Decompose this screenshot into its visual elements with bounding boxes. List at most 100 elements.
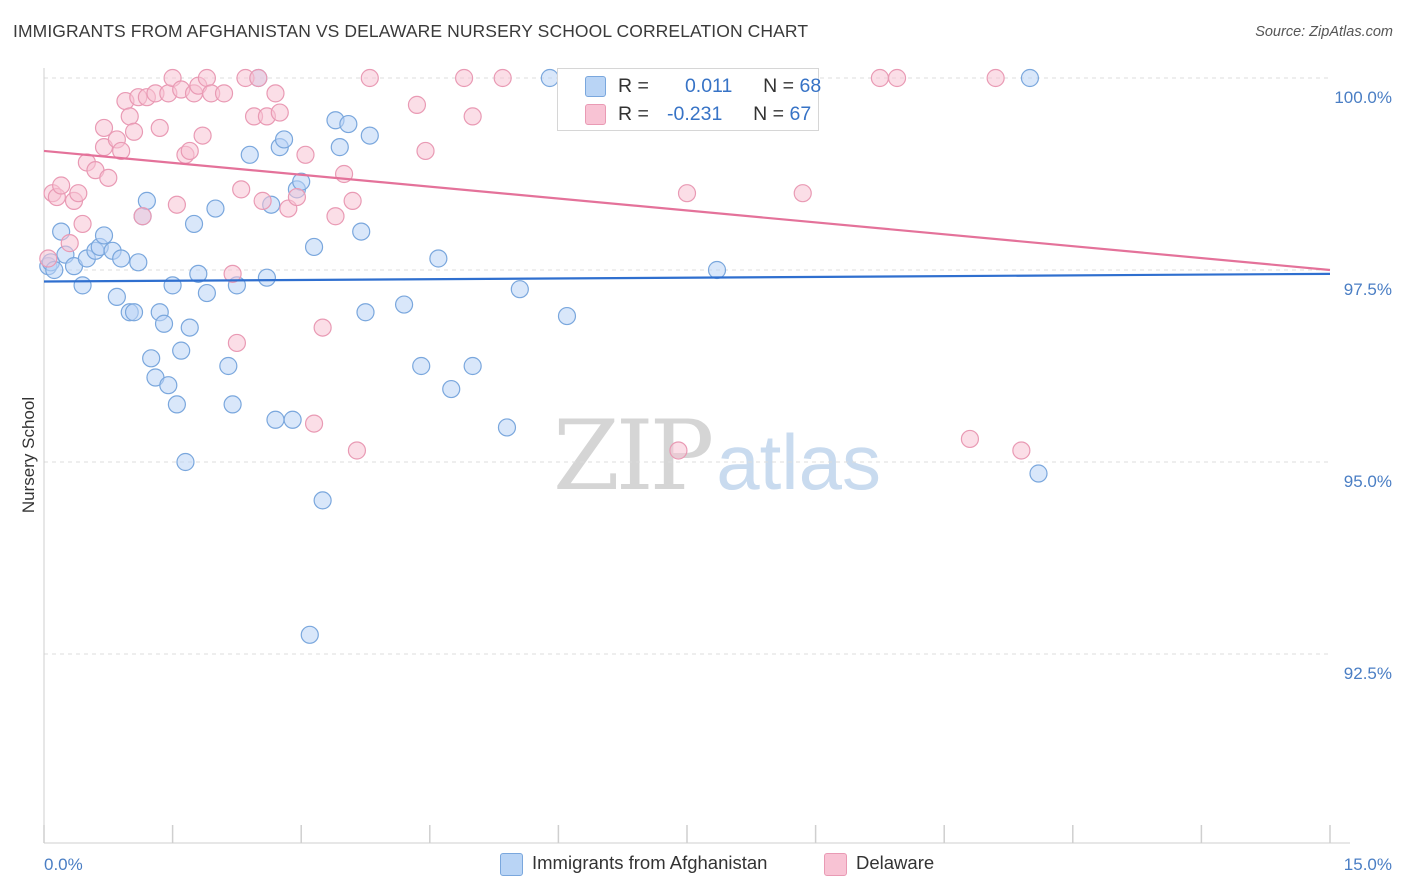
y-tick-label: 92.5% <box>1344 664 1392 683</box>
data-point <box>154 314 174 333</box>
data-point <box>669 441 688 460</box>
series-afghanistan <box>39 68 1048 644</box>
bottom-legend-label: Immigrants from Afghanistan <box>532 852 768 873</box>
chart-source: Source: ZipAtlas.com <box>1255 24 1393 40</box>
chart-title: IMMIGRANTS FROM AFGHANISTAN VS DELAWARE … <box>13 21 809 41</box>
data-point <box>463 356 482 376</box>
bottom-legend-swatch-pink <box>824 853 847 876</box>
legend-swatch-blue <box>585 76 606 97</box>
legend-r-value: -0.231 <box>667 103 723 125</box>
data-point <box>197 68 216 88</box>
data-point <box>167 195 186 214</box>
data-point <box>52 176 71 195</box>
axes <box>43 68 1350 844</box>
data-point <box>124 122 144 141</box>
data-point <box>150 118 169 138</box>
tick-labels: 92.5% 95.0% 97.5% 100.0% 0.0% 15.0% <box>44 88 1392 874</box>
data-point <box>339 114 358 134</box>
data-point <box>296 145 315 164</box>
data-point <box>412 356 431 376</box>
data-point <box>133 207 152 226</box>
data-point <box>99 168 118 187</box>
data-point <box>227 333 246 353</box>
data-point <box>112 141 131 161</box>
data-point <box>69 184 88 203</box>
data-point <box>184 214 204 234</box>
data-point <box>223 264 242 283</box>
data-point <box>112 249 131 268</box>
data-point <box>283 410 302 429</box>
bottom-legend-label: Delaware <box>856 852 935 873</box>
trend-line <box>43 149 1331 272</box>
data-point <box>960 429 980 449</box>
data-point <box>219 356 238 376</box>
data-point <box>497 418 517 437</box>
data-point <box>73 214 92 234</box>
data-point <box>347 441 367 460</box>
data-point <box>206 199 225 218</box>
data-point <box>360 68 379 88</box>
data-point <box>124 303 144 322</box>
data-point <box>107 287 126 306</box>
data-point <box>454 68 474 88</box>
legend-swatch-pink <box>585 104 606 125</box>
data-point <box>253 191 272 210</box>
data-point <box>193 126 212 145</box>
data-point <box>159 376 178 395</box>
data-point <box>510 280 529 299</box>
data-point <box>677 184 697 203</box>
data-point <box>39 249 58 268</box>
series-delaware <box>39 68 1031 460</box>
data-point <box>300 625 319 644</box>
data-point <box>214 84 234 103</box>
legend-n-label: N = <box>753 103 785 125</box>
data-point <box>1012 441 1031 460</box>
data-point <box>172 341 191 360</box>
data-point <box>394 295 414 314</box>
data-point <box>270 103 289 122</box>
legend-r-label: R = <box>618 75 649 97</box>
data-point <box>240 145 259 164</box>
x-tick-label: 0.0% <box>44 855 83 874</box>
data-point <box>442 379 461 399</box>
data-point <box>313 318 332 337</box>
data-point <box>416 141 435 161</box>
data-point <box>176 452 195 472</box>
data-point <box>493 68 512 88</box>
data-point <box>180 141 199 161</box>
x-tick-label: 15.0% <box>1344 855 1392 874</box>
correlation-legend: R = 0.011 N = 68 R = -0.231 N = 67 <box>557 68 821 131</box>
legend-r-label: R = <box>618 103 649 125</box>
data-point <box>1029 464 1048 483</box>
data-point <box>540 68 559 88</box>
data-point <box>137 191 156 210</box>
watermark-zip: ZIP <box>553 400 714 512</box>
data-point <box>287 187 307 207</box>
data-point <box>356 303 375 322</box>
data-point <box>793 184 812 203</box>
legend-n-label: N = <box>763 75 795 97</box>
data-point <box>304 237 324 257</box>
data-point <box>167 395 186 414</box>
data-point <box>120 107 139 126</box>
data-point <box>1020 68 1040 88</box>
data-point <box>232 180 251 199</box>
data-point <box>429 249 448 268</box>
trend-line <box>43 272 1331 283</box>
data-point <box>352 222 371 241</box>
data-point <box>180 318 199 337</box>
data-point <box>870 68 890 88</box>
data-point <box>326 207 345 226</box>
y-axis-label: Nursery School <box>19 397 38 513</box>
data-point <box>360 126 379 145</box>
data-point <box>129 253 148 272</box>
data-point <box>304 414 324 433</box>
data-point <box>197 283 216 303</box>
data-point <box>313 491 332 510</box>
legend-r-value: 0.011 <box>684 75 733 97</box>
data-point <box>887 68 907 88</box>
data-point <box>94 226 114 245</box>
data-point <box>189 264 208 283</box>
data-point <box>249 68 268 88</box>
